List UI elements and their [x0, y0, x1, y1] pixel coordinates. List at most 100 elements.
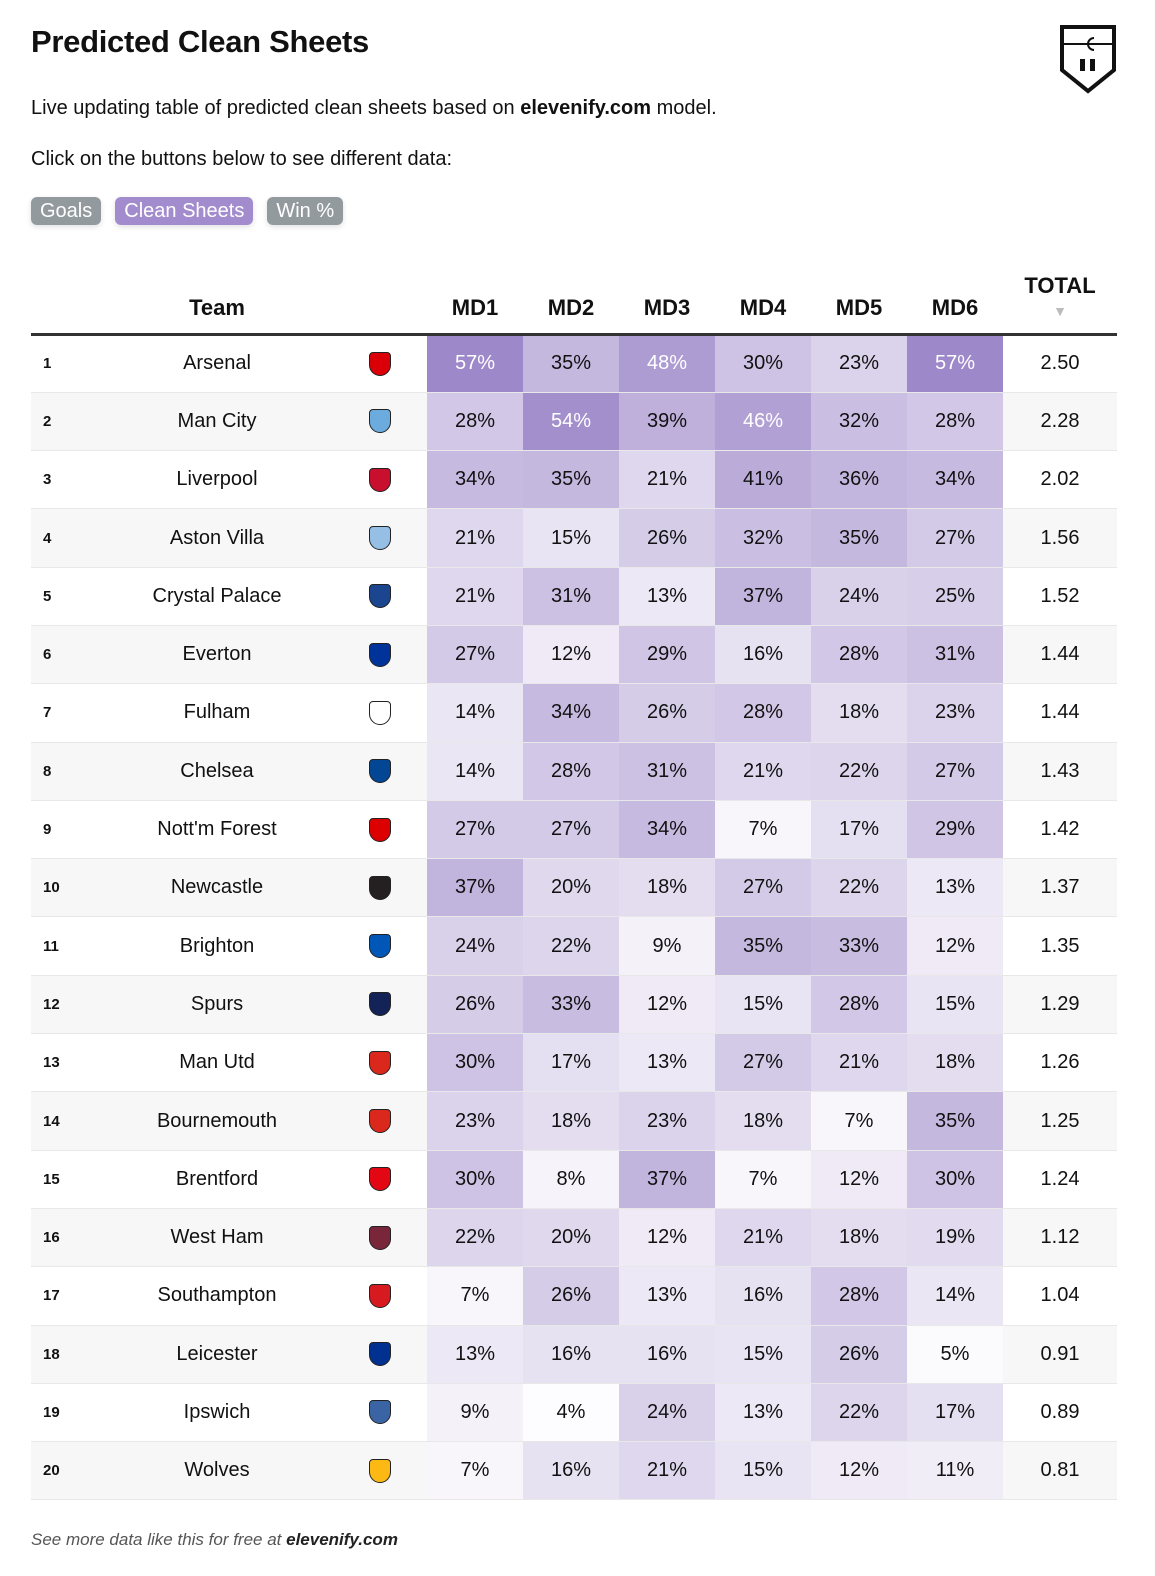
sort-desc-icon[interactable]: ▼ [1053, 302, 1067, 319]
md6-cell: 31% [907, 625, 1003, 685]
md5-cell: 18% [811, 1208, 907, 1268]
md5-cell: 28% [811, 625, 907, 685]
total-cell: 1.26 [1003, 1033, 1117, 1093]
team-name: Crystal Palace [101, 567, 333, 626]
brand-link[interactable]: elevenify.com [520, 97, 652, 119]
md4-cell: 32% [715, 508, 811, 568]
table-row: 14 Bournemouth 23% 18% 23% 18% 7% 35% 1.25 [31, 1091, 1117, 1151]
table-row: 7 Fulham 14% 34% 26% 28% 18% 23% 1.44 [31, 683, 1117, 743]
team-name: Chelsea [101, 742, 333, 801]
team-header[interactable]: Team [101, 258, 333, 336]
header-md5[interactable]: MD5 [811, 258, 907, 336]
total-cell: 2.02 [1003, 450, 1117, 510]
md6-cell: 13% [907, 858, 1003, 918]
team-badge [333, 334, 427, 393]
header-md2[interactable]: MD2 [523, 258, 619, 336]
md3-cell: 9% [619, 916, 715, 976]
md5-cell: 22% [811, 1383, 907, 1443]
rank: 9 [31, 800, 101, 860]
team-name: Fulham [101, 683, 333, 743]
md3-cell: 29% [619, 625, 715, 685]
team-badge [333, 392, 427, 452]
header-md6[interactable]: MD6 [907, 258, 1003, 336]
header-md4[interactable]: MD4 [715, 258, 811, 336]
md1-cell: 9% [427, 1383, 523, 1443]
total-cell: 0.91 [1003, 1325, 1117, 1384]
md2-cell: 22% [523, 916, 619, 976]
md4-cell: 18% [715, 1091, 811, 1151]
md6-cell: 15% [907, 975, 1003, 1035]
crest-icon [369, 1225, 391, 1250]
md4-cell: 27% [715, 858, 811, 918]
md3-cell: 48% [619, 334, 715, 393]
badge-header [333, 258, 427, 336]
team-badge [333, 742, 427, 801]
md5-cell: 32% [811, 392, 907, 452]
md3-cell: 24% [619, 1383, 715, 1443]
button-clean-sheets[interactable]: Clean Sheets [115, 197, 254, 225]
md2-cell: 27% [523, 800, 619, 860]
table-row: 16 West Ham 22% 20% 12% 21% 18% 19% 1.12 [31, 1208, 1117, 1268]
team-name: Aston Villa [101, 508, 333, 568]
md3-cell: 21% [619, 450, 715, 510]
md4-cell: 35% [715, 916, 811, 976]
team-name: Southampton [101, 1266, 333, 1326]
rank: 2 [31, 392, 101, 452]
button-goals[interactable]: Goals [31, 197, 102, 225]
total-cell: 1.29 [1003, 975, 1117, 1035]
table-row: 6 Everton 27% 12% 29% 16% 28% 31% 1.44 [31, 625, 1117, 685]
total-cell: 1.43 [1003, 742, 1117, 801]
rank: 4 [31, 508, 101, 568]
table-row: 1 Arsenal 57% 35% 48% 30% 23% 57% 2.50 [31, 334, 1117, 393]
total-cell: 1.24 [1003, 1150, 1117, 1209]
crest-icon [369, 1283, 391, 1308]
md5-cell: 33% [811, 916, 907, 976]
team-badge [333, 567, 427, 626]
header-md1[interactable]: MD1 [427, 258, 523, 336]
button-win[interactable]: Win % [267, 197, 344, 225]
team-badge [333, 1091, 427, 1151]
md5-cell: 36% [811, 450, 907, 510]
total-cell: 1.35 [1003, 916, 1117, 976]
team-badge [333, 508, 427, 568]
md2-cell: 16% [523, 1325, 619, 1384]
team-name: Brighton [101, 916, 333, 976]
total-cell: 0.81 [1003, 1441, 1117, 1501]
md1-cell: 21% [427, 508, 523, 568]
team-badge [333, 683, 427, 743]
md4-cell: 27% [715, 1033, 811, 1093]
crest-icon [369, 934, 391, 959]
md3-cell: 13% [619, 567, 715, 626]
crest-icon [369, 467, 391, 492]
data-toggle-buttons: Goals Clean Sheets Win % [31, 197, 344, 225]
header-md3[interactable]: MD3 [619, 258, 715, 336]
md1-cell: 28% [427, 392, 523, 452]
md3-cell: 26% [619, 683, 715, 743]
total-cell: 1.12 [1003, 1208, 1117, 1268]
team-name: West Ham [101, 1208, 333, 1268]
rank: 16 [31, 1208, 101, 1268]
team-badge [333, 450, 427, 510]
crest-icon [369, 584, 391, 609]
md1-cell: 22% [427, 1208, 523, 1268]
team-badge [333, 800, 427, 860]
md2-cell: 33% [523, 975, 619, 1035]
team-name: Bournemouth [101, 1091, 333, 1151]
header-total[interactable]: TOTAL ▼ [1003, 258, 1117, 336]
footer-brand-link[interactable]: elevenify.com [286, 1530, 398, 1549]
md5-cell: 22% [811, 858, 907, 918]
md3-cell: 13% [619, 1033, 715, 1093]
md5-cell: 35% [811, 508, 907, 568]
total-cell: 1.56 [1003, 508, 1117, 568]
md5-cell: 12% [811, 1441, 907, 1501]
md6-cell: 17% [907, 1383, 1003, 1443]
rank: 12 [31, 975, 101, 1035]
md5-cell: 18% [811, 683, 907, 743]
instruction-text: Click on the buttons below to see differ… [31, 148, 453, 170]
team-badge [333, 1325, 427, 1384]
md5-cell: 23% [811, 334, 907, 393]
md3-cell: 13% [619, 1266, 715, 1326]
team-name: Newcastle [101, 858, 333, 918]
total-cell: 2.28 [1003, 392, 1117, 452]
md1-cell: 23% [427, 1091, 523, 1151]
